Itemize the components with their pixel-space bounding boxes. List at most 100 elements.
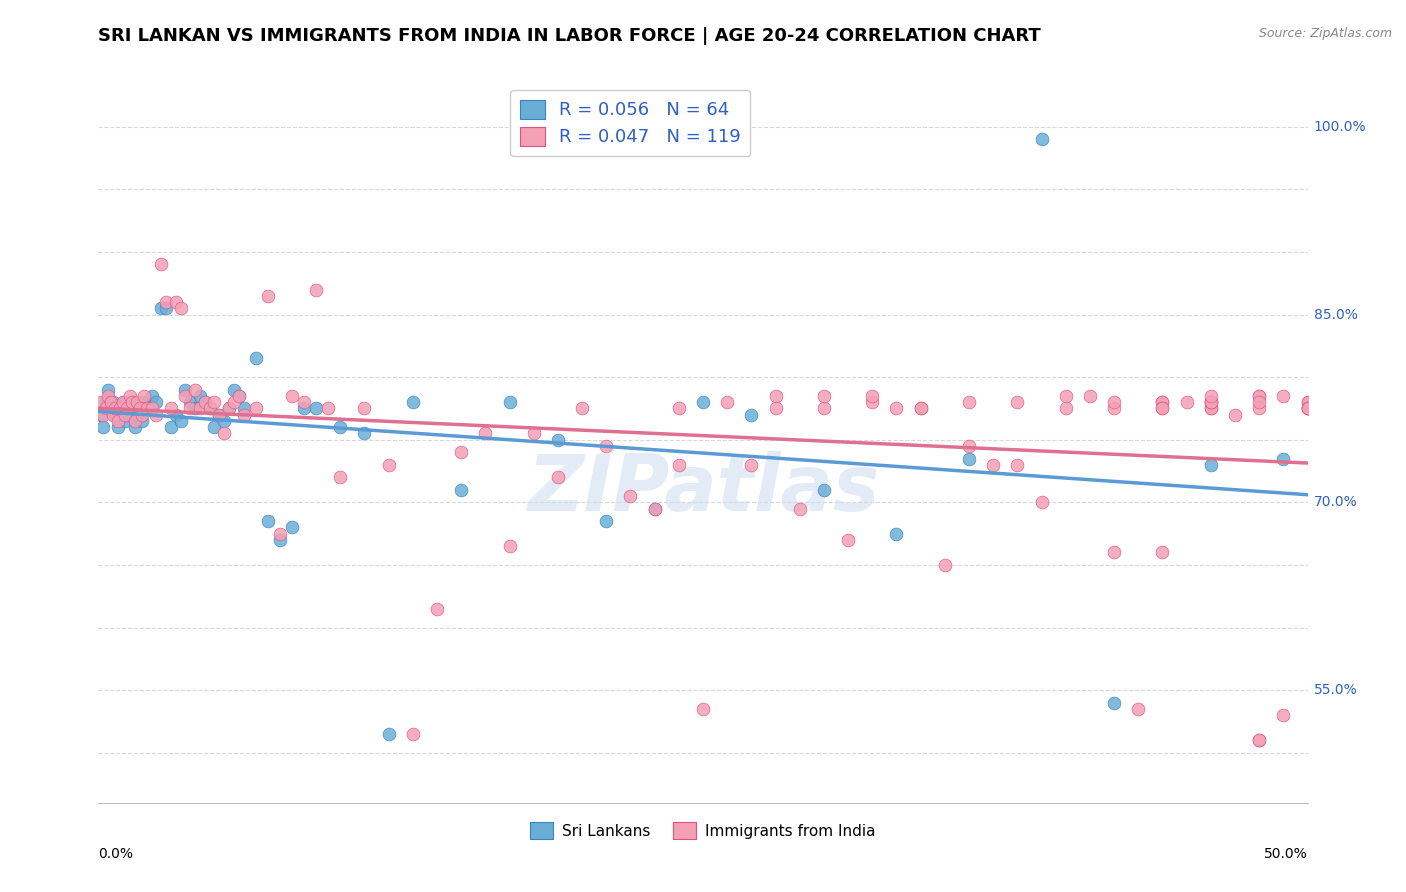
Point [1272,708,1295,723]
Point [305,401,328,416]
Point [204,420,226,434]
Point [595,514,617,528]
Point [256,289,278,303]
Point [121,395,143,409]
Point [957,439,980,453]
Point [101,408,124,422]
Point [1296,401,1319,416]
Point [97,389,120,403]
Point [1223,408,1246,422]
Point [1199,395,1222,409]
Point [353,426,375,441]
Point [1249,395,1271,409]
Point [547,470,569,484]
Point [1199,401,1222,416]
Point [1175,395,1198,409]
Point [886,401,908,416]
Point [402,395,425,409]
Point [160,401,183,416]
Point [957,451,980,466]
Point [1102,395,1125,409]
Point [160,420,183,434]
Point [692,395,714,409]
Point [179,401,201,416]
Point [644,501,666,516]
Point [204,395,226,409]
Point [134,395,156,409]
Point [329,420,352,434]
Point [118,401,141,416]
Point [1102,401,1125,416]
Point [128,401,150,416]
Point [111,395,134,409]
Point [141,401,163,416]
Point [377,727,399,741]
Point [131,408,153,422]
Point [141,389,163,403]
Point [1031,495,1053,509]
Point [165,408,187,422]
Point [860,395,883,409]
Point [498,395,520,409]
Point [402,727,425,741]
Point [1272,389,1295,403]
Point [668,458,690,472]
Point [91,420,114,434]
Point [165,295,187,310]
Point [222,395,245,409]
Point [1249,389,1271,403]
Point [668,401,690,416]
Point [232,401,254,416]
Point [245,401,267,416]
Point [1249,389,1271,403]
Legend: Sri Lankans, Immigrants from India: Sri Lankans, Immigrants from India [524,816,882,845]
Point [232,408,254,422]
Point [1296,401,1319,416]
Point [1152,401,1174,416]
Text: 70.0%: 70.0% [1313,495,1357,509]
Point [1249,733,1271,747]
Point [1249,401,1271,416]
Point [256,514,278,528]
Point [124,414,146,428]
Point [169,414,191,428]
Point [571,401,593,416]
Point [450,445,472,459]
Point [218,401,240,416]
Point [292,401,315,416]
Point [765,389,787,403]
Point [100,401,122,416]
Point [104,401,127,416]
Point [208,408,231,422]
Point [619,489,641,503]
Point [329,470,352,484]
Point [107,414,129,428]
Point [1272,451,1295,466]
Point [100,395,122,409]
Point [114,408,136,422]
Point [1102,545,1125,559]
Point [108,401,131,416]
Point [198,401,221,416]
Point [114,414,136,428]
Text: 50.0%: 50.0% [1264,847,1308,861]
Point [135,401,157,416]
Point [184,401,207,416]
Point [450,483,472,497]
Point [198,401,221,416]
Point [910,401,932,416]
Point [111,395,134,409]
Point [474,426,496,441]
Text: 100.0%: 100.0% [1313,120,1367,134]
Point [134,389,156,403]
Point [212,426,235,441]
Point [269,526,291,541]
Point [145,395,167,409]
Point [813,483,835,497]
Point [208,408,231,422]
Point [104,408,127,422]
Point [860,389,883,403]
Point [228,389,250,403]
Text: Source: ZipAtlas.com: Source: ZipAtlas.com [1258,27,1392,40]
Point [179,395,201,409]
